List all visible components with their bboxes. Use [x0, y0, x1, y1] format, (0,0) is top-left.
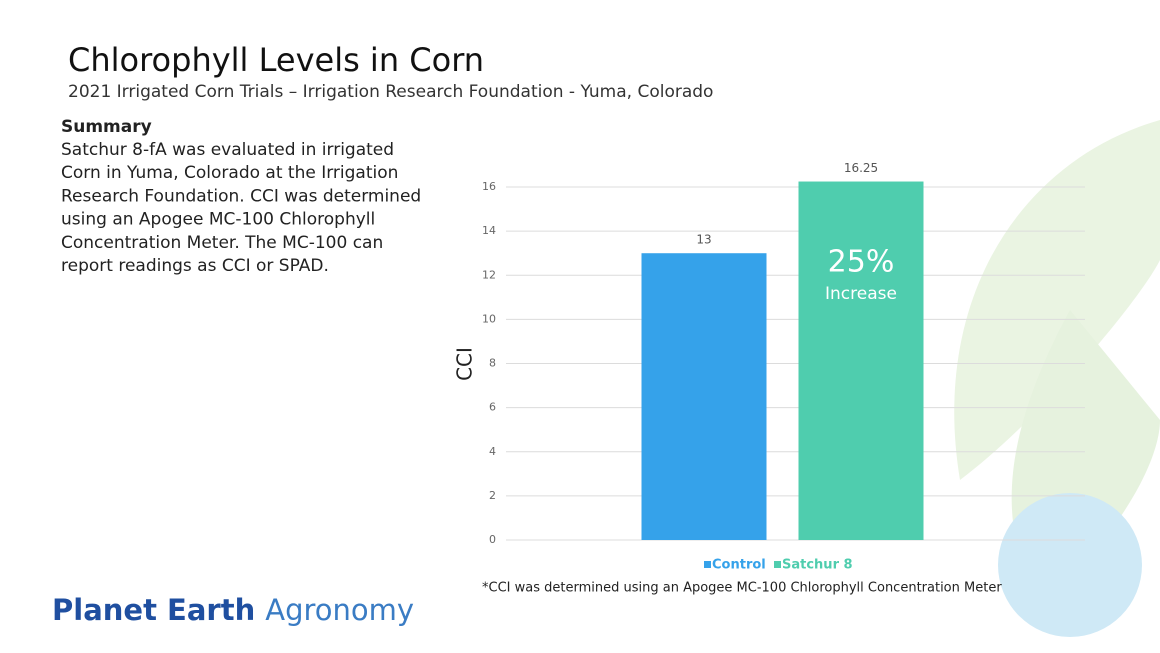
brand: Planet Earth Agronomy [52, 593, 414, 627]
circle-decoration [998, 493, 1142, 637]
summary-heading: Summary [61, 117, 152, 137]
bar [798, 181, 924, 540]
subtitle: 2021 Irrigated Corn Trials – Irrigation … [68, 82, 713, 102]
summary-line: using an Apogee MC-100 Chlorophyll [61, 210, 375, 230]
legend-label: Control [712, 558, 766, 573]
brand-bold: Planet Earth [52, 593, 255, 627]
summary-line: Research Foundation. CCI was determined [61, 186, 421, 206]
y-axis-label: CCI [453, 347, 477, 381]
y-tick-label: 10 [482, 312, 496, 325]
title: Chlorophyll Levels in Corn [68, 41, 484, 79]
chart: 0 2 4 6 8 10 12 14 16 13 Control 16.25 Satchur 8 25% I… [482, 161, 1085, 573]
y-tick-label: 8 [489, 357, 496, 370]
summary-line: Corn in Yuma, Colorado at the Irrigation [61, 163, 398, 183]
y-tick-label: 2 [489, 489, 496, 502]
y-tick-label: 14 [482, 224, 496, 237]
footnote: *CCI was determined using an Apogee MC-1… [482, 581, 1002, 596]
brand-light: Agronomy [265, 593, 414, 627]
leaf-decoration [954, 120, 1160, 480]
y-tick-label: 6 [489, 401, 496, 414]
data-label: 13 [696, 233, 711, 247]
data-label: 16.25 [844, 161, 878, 175]
summary-line: Concentration Meter. The MC-100 can [61, 233, 383, 253]
y-tick-label: 12 [482, 268, 496, 281]
annotation: 25% [828, 245, 895, 280]
annotation-sub: Increase [825, 284, 897, 304]
legend-label: Satchur 8 [782, 558, 853, 573]
y-tick-label: 0 [489, 533, 496, 546]
bar [641, 253, 767, 540]
y-tick-label: 4 [489, 445, 496, 458]
legend-swatch [704, 561, 711, 568]
summary-line: Satchur 8-fA was evaluated in irrigated [61, 140, 394, 160]
summary: Satchur 8-fA was evaluated in irrigated C… [61, 140, 421, 276]
legend-swatch [774, 561, 781, 568]
summary-line: report readings as CCI or SPAD. [61, 256, 329, 276]
y-tick-label: 16 [482, 180, 496, 193]
